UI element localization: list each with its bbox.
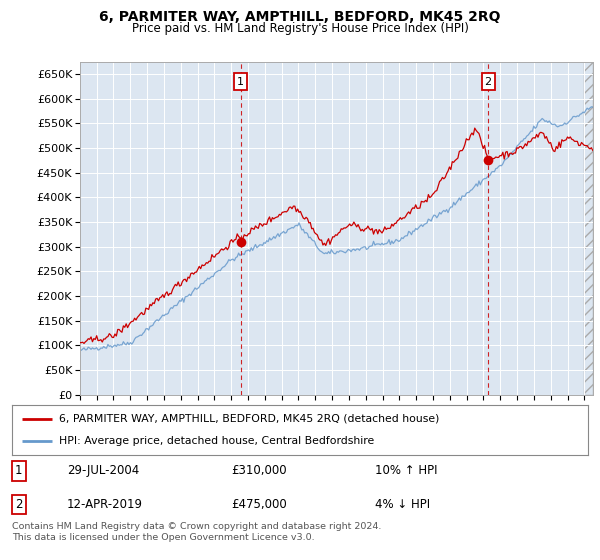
Text: £310,000: £310,000 <box>231 464 287 477</box>
Text: 12-APR-2019: 12-APR-2019 <box>67 498 143 511</box>
Text: £475,000: £475,000 <box>231 498 287 511</box>
Text: 29-JUL-2004: 29-JUL-2004 <box>67 464 139 477</box>
Text: 2: 2 <box>15 498 23 511</box>
Text: 6, PARMITER WAY, AMPTHILL, BEDFORD, MK45 2RQ: 6, PARMITER WAY, AMPTHILL, BEDFORD, MK45… <box>99 10 501 24</box>
Text: 1: 1 <box>237 77 244 87</box>
Text: This data is licensed under the Open Government Licence v3.0.: This data is licensed under the Open Gov… <box>12 533 314 542</box>
Text: HPI: Average price, detached house, Central Bedfordshire: HPI: Average price, detached house, Cent… <box>59 436 374 446</box>
Text: Contains HM Land Registry data © Crown copyright and database right 2024.: Contains HM Land Registry data © Crown c… <box>12 522 382 531</box>
Text: Price paid vs. HM Land Registry's House Price Index (HPI): Price paid vs. HM Land Registry's House … <box>131 22 469 35</box>
Text: 1: 1 <box>15 464 23 477</box>
Text: 4% ↓ HPI: 4% ↓ HPI <box>375 498 430 511</box>
Text: 6, PARMITER WAY, AMPTHILL, BEDFORD, MK45 2RQ (detached house): 6, PARMITER WAY, AMPTHILL, BEDFORD, MK45… <box>59 414 440 424</box>
Text: 2: 2 <box>485 77 492 87</box>
Text: 10% ↑ HPI: 10% ↑ HPI <box>375 464 437 477</box>
